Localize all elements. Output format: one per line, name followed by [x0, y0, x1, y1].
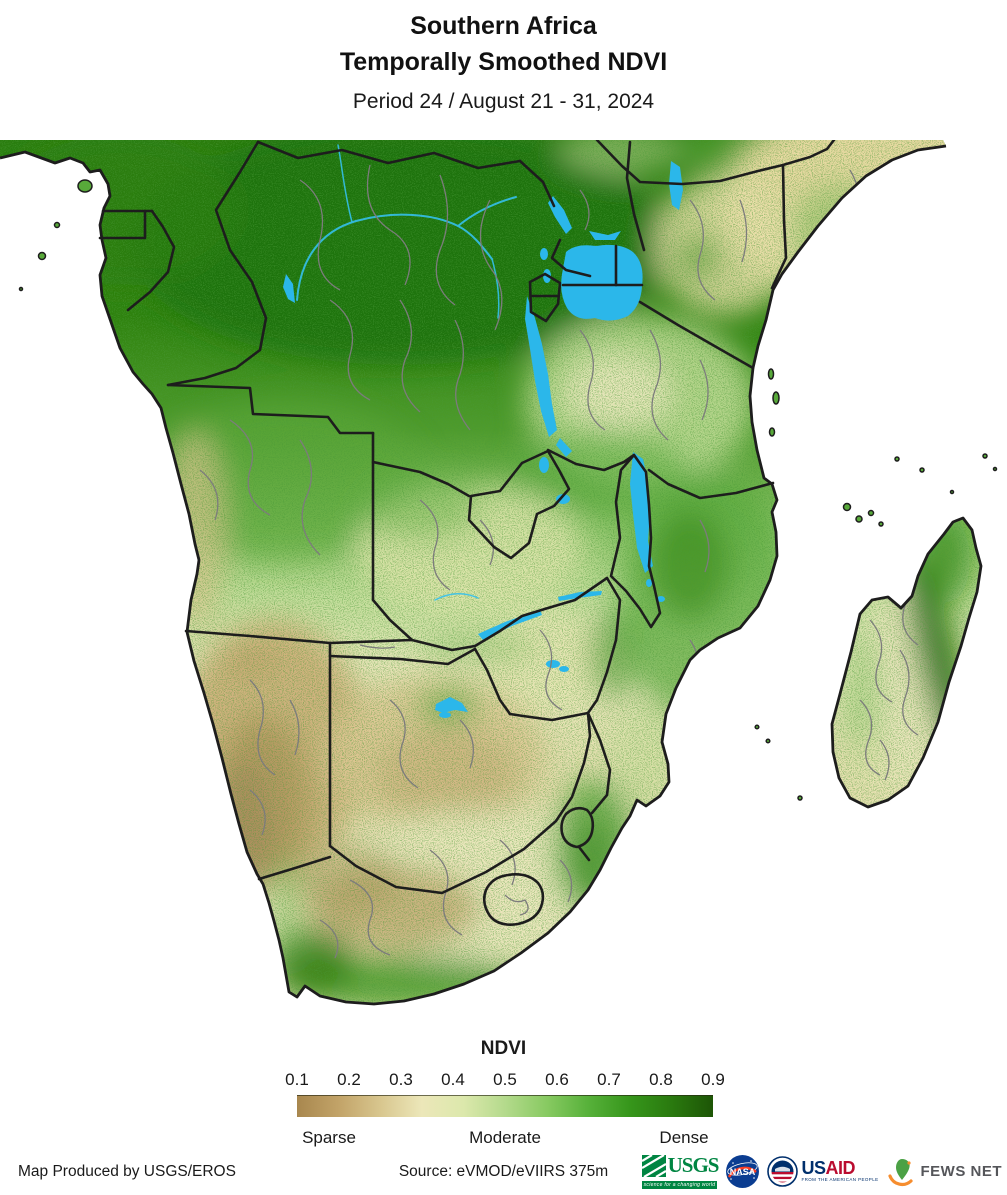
usaid-logo-text-us: US	[801, 1158, 826, 1179]
usgs-flag-icon	[641, 1154, 666, 1177]
fewsnet-logo-text: FEWS NET	[920, 1162, 1002, 1180]
period-subtitle: Period 24 / August 21 - 31, 2024	[352, 90, 655, 113]
madagascar-coast	[830, 516, 983, 809]
legend-tick: 0.6	[545, 1070, 569, 1089]
legend-tick: 0.8	[649, 1070, 673, 1089]
islands	[18, 179, 998, 801]
legend-tick: 0.4	[441, 1070, 465, 1089]
usgs-logo-text: USGS	[667, 1153, 720, 1177]
usgs-logo: USGS science for a changing world	[641, 1153, 720, 1189]
fewsnet-globe-icon	[886, 1156, 917, 1186]
nasa-logo-text: NASA	[730, 1167, 756, 1177]
ndvi-map	[0, 138, 1007, 1020]
usaid-logo-text-aid: AID	[825, 1158, 855, 1179]
produced-by-text: Map Produced by USGS/EROS	[18, 1163, 236, 1180]
lake-tanganyika	[525, 296, 557, 437]
coastline	[0, 144, 983, 1006]
legend-label-dense: Dense	[659, 1128, 709, 1147]
lake-victoria	[561, 244, 643, 321]
nasa-logo: NASA	[725, 1154, 760, 1189]
legend-tick: 0.1	[285, 1070, 309, 1089]
legend-tick: 0.2	[337, 1070, 361, 1089]
page-title: Southern Africa Temporally Smoothed NDVI	[0, 8, 1007, 80]
usaid-logo: USAID FROM THE AMERICAN PEOPLE	[767, 1155, 879, 1187]
legend-gradient-bar	[297, 1095, 713, 1117]
okavango-delta	[435, 697, 468, 713]
legend-tick: 0.5	[493, 1070, 517, 1089]
title-line2: Temporally Smoothed NDVI	[339, 48, 668, 76]
legend-heading: NDVI	[480, 1038, 527, 1059]
lake-kyoga	[589, 231, 621, 240]
legend-label-sparse: Sparse	[302, 1128, 356, 1147]
usaid-tagline: FROM THE AMERICAN PEOPLE	[801, 1177, 879, 1183]
legend-tick: 0.3	[389, 1070, 413, 1089]
fewsnet-logo: FEWS NET	[886, 1155, 1003, 1187]
legend-tick: 0.9	[701, 1070, 725, 1089]
usgs-tagline: science for a changing world	[641, 1181, 718, 1189]
usaid-seal-icon	[767, 1155, 799, 1187]
legend-tick: 0.7	[597, 1070, 621, 1089]
country-borders	[98, 138, 836, 926]
nasa-meatball-icon: NASA	[726, 1154, 760, 1188]
logos-row: USGS science for a changing world NASA	[641, 1150, 1003, 1192]
map-area	[0, 138, 1007, 1020]
title-line1: Southern Africa	[410, 12, 597, 40]
lake-turkana	[669, 161, 683, 210]
legend-label-moderate: Moderate	[469, 1128, 541, 1147]
source-text: Source: eVMOD/eVIIRS 375m	[398, 1163, 609, 1180]
